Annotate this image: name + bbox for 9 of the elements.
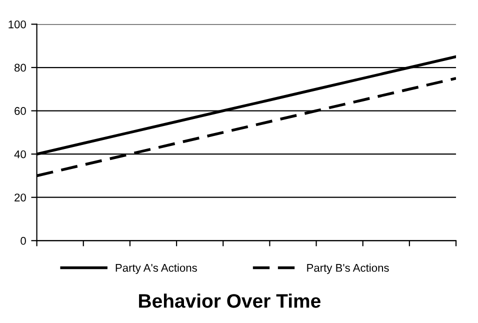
- y-tick-label: 40: [14, 150, 26, 158]
- y-tick-label: 100: [8, 20, 26, 28]
- y-tick-label: 0: [20, 236, 26, 245]
- legend-label: Party A's Actions: [116, 264, 197, 274]
- y-tick-label: 80: [14, 64, 26, 72]
- text: Behavior Over Time: [139, 294, 320, 308]
- y-tick-label: 60: [14, 107, 26, 115]
- y-tick-label: 20: [14, 194, 26, 202]
- legend-label: Party B's Actions: [307, 264, 389, 274]
